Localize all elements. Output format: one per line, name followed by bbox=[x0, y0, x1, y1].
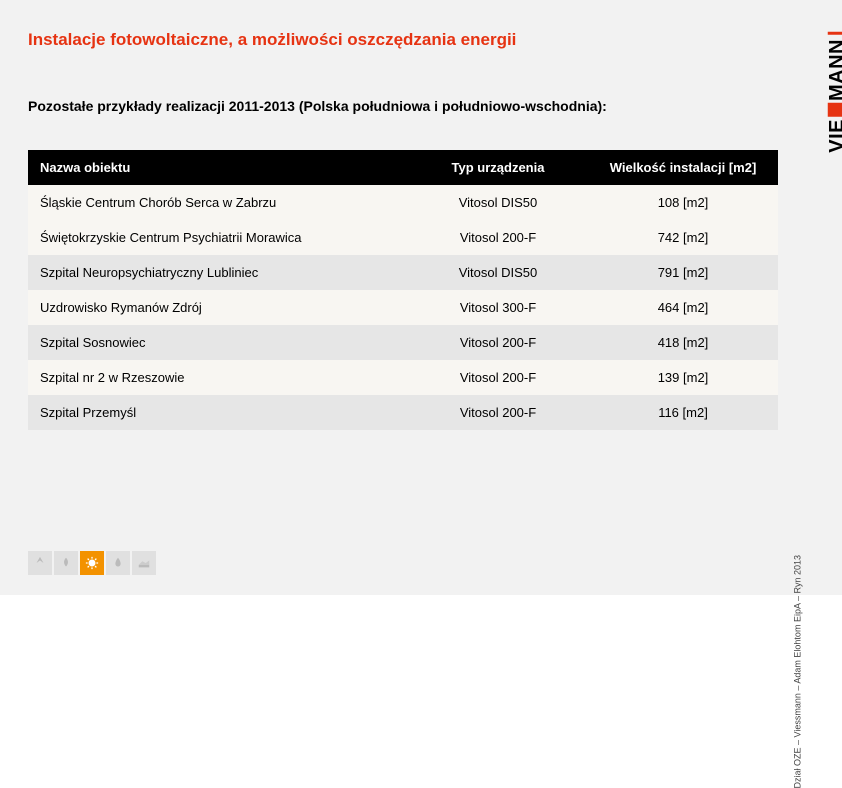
table-row: Szpital Neuropsychiatryczny LubliniecVit… bbox=[28, 255, 778, 290]
footer-icon-5 bbox=[132, 551, 156, 575]
col-header-size: Wielkość instalacji [m2] bbox=[588, 150, 778, 185]
cell-size: 139 [m2] bbox=[588, 360, 778, 395]
table-body: Śląskie Centrum Chorób Serca w ZabrzuVit… bbox=[28, 185, 778, 430]
cell-name: Szpital Przemyśl bbox=[28, 395, 408, 430]
cell-size: 791 [m2] bbox=[588, 255, 778, 290]
footer-icon-strip bbox=[28, 551, 156, 575]
cell-size: 464 [m2] bbox=[588, 290, 778, 325]
table-header-row: Nazwa obiektu Typ urządzenia Wielkość in… bbox=[28, 150, 778, 185]
cell-type: Vitosol DIS50 bbox=[408, 185, 588, 220]
cell-name: Śląskie Centrum Chorób Serca w Zabrzu bbox=[28, 185, 408, 220]
cell-name: Szpital Sosnowiec bbox=[28, 325, 408, 360]
page-title: Instalacje fotowoltaiczne, a możliwości … bbox=[28, 30, 778, 50]
brand-logo: VIE MANN bbox=[826, 32, 842, 153]
cell-size: 418 [m2] bbox=[588, 325, 778, 360]
cell-type: Vitosol 300-F bbox=[408, 290, 588, 325]
cell-type: Vitosol 200-F bbox=[408, 395, 588, 430]
col-header-type: Typ urządzenia bbox=[408, 150, 588, 185]
logo-bar-icon bbox=[828, 32, 842, 35]
cell-type: Vitosol 200-F bbox=[408, 325, 588, 360]
cell-type: Vitosol DIS50 bbox=[408, 255, 588, 290]
footer-icon-2 bbox=[54, 551, 78, 575]
footer-icon-4 bbox=[106, 551, 130, 575]
cell-name: Szpital Neuropsychiatryczny Lubliniec bbox=[28, 255, 408, 290]
cell-size: 742 [m2] bbox=[588, 220, 778, 255]
footer-icon-1 bbox=[28, 551, 52, 575]
cell-name: Świętokrzyskie Centrum Psychiatrii Moraw… bbox=[28, 220, 408, 255]
table-row: Szpital nr 2 w RzeszowieVitosol 200-F139… bbox=[28, 360, 778, 395]
cell-size: 108 [m2] bbox=[588, 185, 778, 220]
cell-type: Vitosol 200-F bbox=[408, 360, 588, 395]
cell-name: Szpital nr 2 w Rzeszowie bbox=[28, 360, 408, 395]
installations-table: Nazwa obiektu Typ urządzenia Wielkość in… bbox=[28, 150, 778, 430]
side-caption: Dział OZE – Viessmann – Adam Elohtom Eip… bbox=[792, 555, 802, 788]
table-row: Śląskie Centrum Chorób Serca w ZabrzuVit… bbox=[28, 185, 778, 220]
table-row: Uzdrowisko Rymanów ZdrójVitosol 300-F464… bbox=[28, 290, 778, 325]
logo-text-right: MANN bbox=[826, 39, 842, 101]
cell-name: Uzdrowisko Rymanów Zdrój bbox=[28, 290, 408, 325]
logo-red-block-icon bbox=[828, 103, 842, 117]
table-row: Szpital PrzemyślVitosol 200-F116 [m2] bbox=[28, 395, 778, 430]
col-header-name: Nazwa obiektu bbox=[28, 150, 408, 185]
table-row: Szpital SosnowiecVitosol 200-F418 [m2] bbox=[28, 325, 778, 360]
logo-text-left: VIE bbox=[826, 119, 842, 153]
cell-size: 116 [m2] bbox=[588, 395, 778, 430]
cell-type: Vitosol 200-F bbox=[408, 220, 588, 255]
page-subtitle: Pozostałe przykłady realizacji 2011-2013… bbox=[28, 98, 778, 114]
footer-icon-3-active bbox=[80, 551, 104, 575]
table-row: Świętokrzyskie Centrum Psychiatrii Moraw… bbox=[28, 220, 778, 255]
